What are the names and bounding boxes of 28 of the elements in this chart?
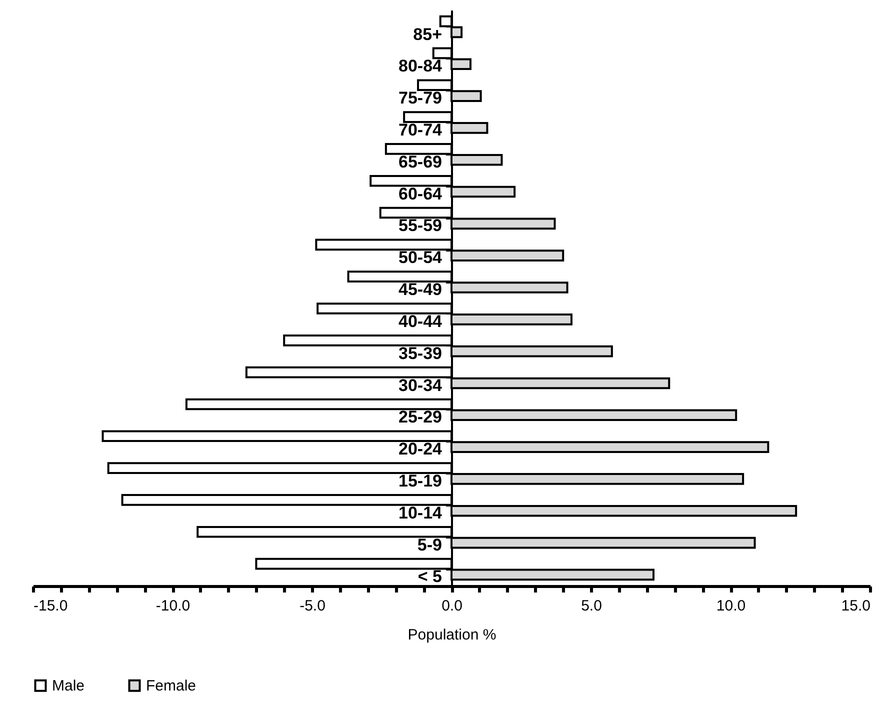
x-tick-label: 5.0	[581, 598, 602, 614]
y-tick-label: 60-64	[398, 184, 443, 204]
x-tick-label: 0.0	[442, 598, 462, 614]
x-tick-label: 10.0	[716, 598, 746, 614]
y-tick-label: 65-69	[398, 152, 442, 172]
y-tick-label: 75-79	[398, 88, 442, 108]
y-tick-label: 10-14	[398, 503, 443, 522]
legend-label: Female	[146, 678, 196, 695]
x-tick-label: -10.0	[156, 598, 190, 614]
y-tick-label: 40-44	[398, 312, 443, 331]
y-tick-label: 80-84	[398, 56, 443, 76]
x-tick-label: 15.0	[841, 598, 870, 614]
y-tick-label: 50-54	[398, 248, 443, 268]
x-axis-title: Population %	[408, 626, 496, 644]
x-tick-label: -5.0	[300, 598, 326, 614]
y-tick-label: 30-34	[398, 376, 443, 395]
y-tick-label: 20-24	[398, 440, 443, 459]
y-tick-label: 25-29	[398, 408, 442, 427]
y-tick-label: 15-19	[398, 472, 442, 491]
y-tick-label: 85+	[413, 24, 442, 44]
x-tick-label: -15.0	[34, 598, 68, 614]
y-tick-label: 55-59	[398, 216, 442, 236]
y-tick-label: 35-39	[398, 344, 442, 363]
legend-label: Male	[52, 678, 85, 695]
y-tick-label: < 5	[418, 567, 442, 586]
y-tick-label: 45-49	[398, 280, 442, 300]
y-tick-label: 5-9	[417, 535, 442, 554]
y-tick-label: 70-74	[398, 120, 443, 140]
